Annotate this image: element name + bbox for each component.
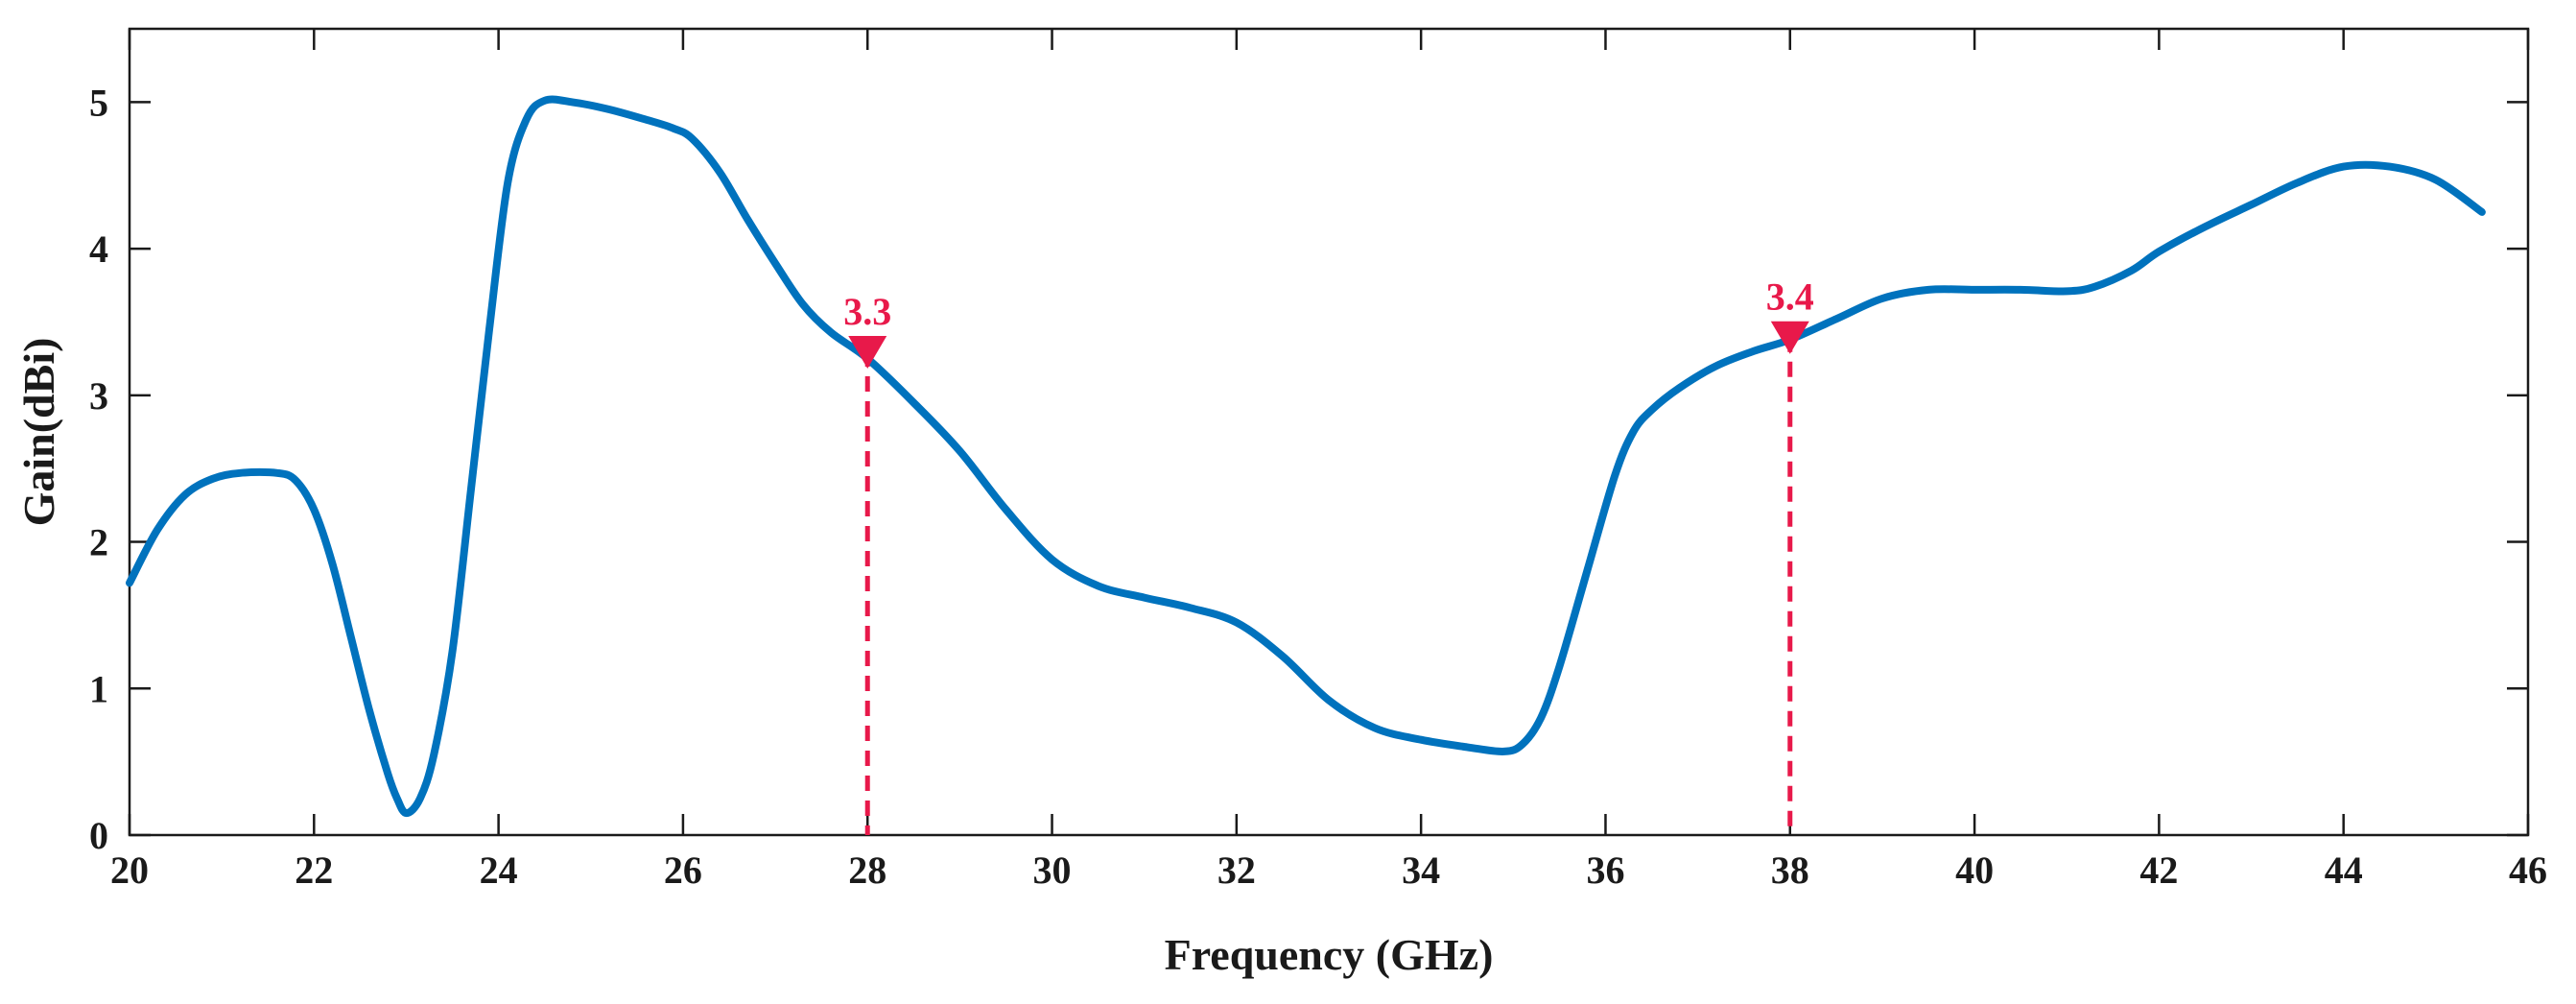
y-tick-label: 0	[89, 814, 108, 857]
x-tick-label: 42	[2139, 849, 2178, 892]
marker-label: 3.4	[1766, 275, 1814, 319]
x-tick-label: 38	[1771, 849, 1809, 892]
marker-triangle	[1770, 321, 1809, 354]
x-axis: 20 22 24 26 28 30 32 34 36 38 40 42 44 46	[110, 29, 2547, 892]
gain-series-line	[126, 95, 2486, 818]
y-tick-label: 2	[89, 521, 108, 564]
marker-label: 3.3	[843, 290, 891, 333]
marker-guide-lines	[864, 336, 1793, 835]
y-tick-label: 1	[89, 667, 108, 710]
x-tick-label: 44	[2325, 849, 2363, 892]
marker-triangle	[848, 336, 887, 369]
x-tick-label: 36	[1586, 849, 1624, 892]
x-tick-label: 24	[480, 849, 518, 892]
y-tick-label: 3	[89, 374, 108, 418]
x-tick-label: 28	[848, 849, 886, 892]
x-tick-label: 20	[110, 849, 149, 892]
y-axis: 0 1 2 3 4 5	[89, 81, 2528, 857]
x-tick-label: 32	[1217, 849, 1256, 892]
y-axis-title: Gain(dBi)	[14, 338, 63, 527]
x-axis-title: Frequency (GHz)	[1165, 930, 1494, 979]
markers: 3.3 3.4	[843, 275, 1814, 369]
y-tick-label: 4	[89, 227, 108, 271]
x-tick-label: 22	[295, 849, 333, 892]
y-tick-label: 5	[89, 81, 108, 124]
x-tick-label: 40	[1955, 849, 1994, 892]
x-tick-label: 34	[1402, 849, 1440, 892]
x-tick-label: 46	[2509, 849, 2547, 892]
x-tick-label: 30	[1033, 849, 1072, 892]
plot-area	[128, 27, 2530, 837]
x-tick-label: 26	[664, 849, 702, 892]
